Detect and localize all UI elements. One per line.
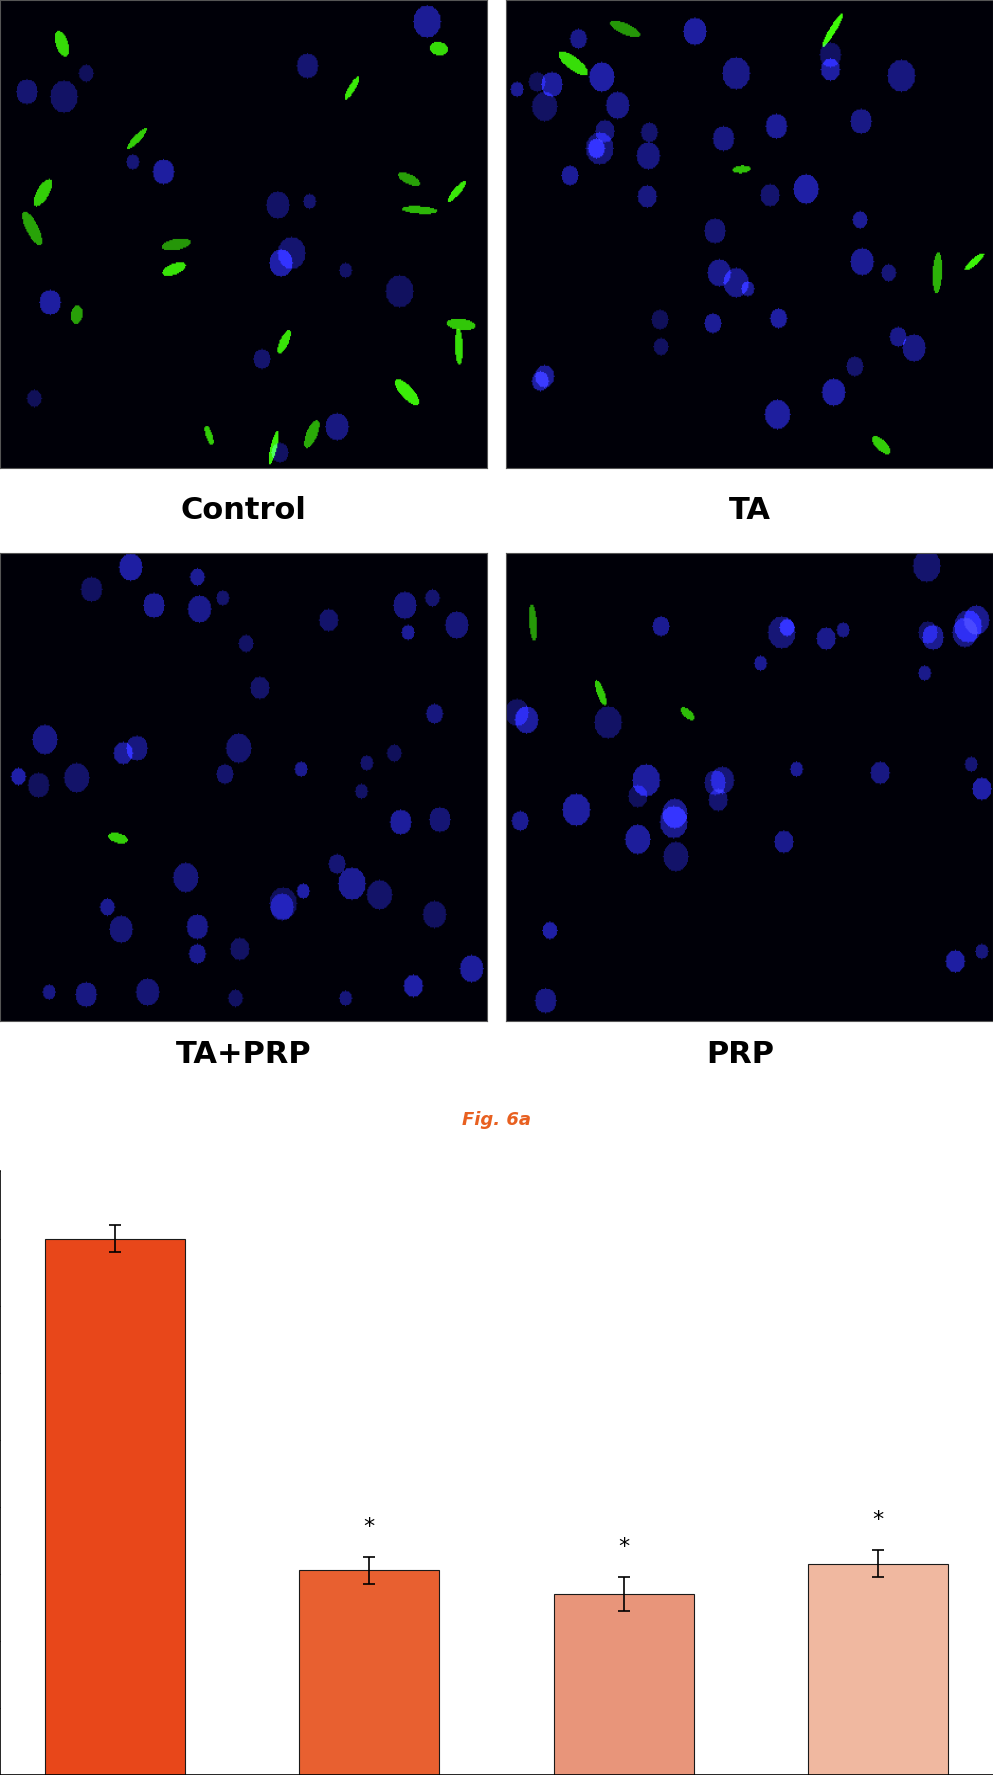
Bar xyxy=(554,1594,693,1775)
Text: PRP: PRP xyxy=(706,1040,774,1069)
Text: TA: TA xyxy=(729,495,771,525)
Bar xyxy=(45,1239,185,1775)
Bar xyxy=(808,1564,948,1775)
Text: *: * xyxy=(618,1537,630,1557)
Bar xyxy=(300,1571,439,1775)
Text: Fig. 6a: Fig. 6a xyxy=(462,1111,531,1129)
Text: *: * xyxy=(872,1511,884,1530)
Text: TA+PRP: TA+PRP xyxy=(176,1040,311,1069)
Text: *: * xyxy=(363,1518,375,1537)
Text: Control: Control xyxy=(181,495,306,525)
